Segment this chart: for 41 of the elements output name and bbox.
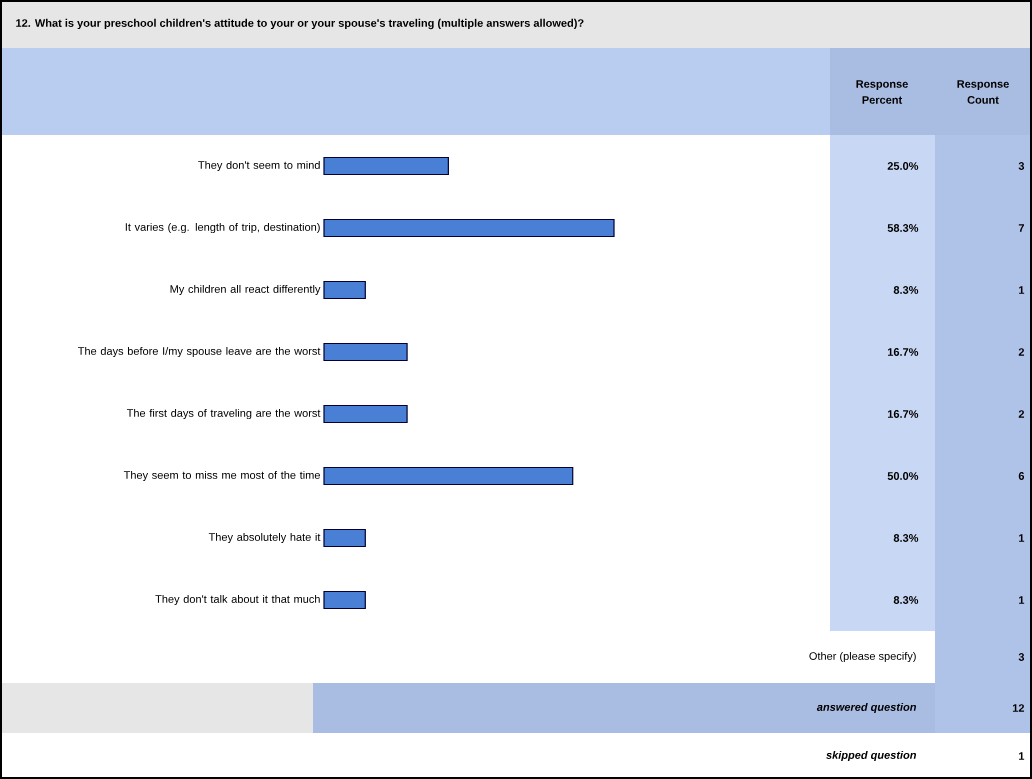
- text: 2: [1018, 348, 1025, 356]
- text: 3: [1018, 653, 1025, 661]
- data-label: 16.7%: [887, 410, 919, 418]
- text: 6: [1018, 472, 1025, 480]
- text: 3: [1018, 162, 1025, 170]
- data-label: 8.3%: [893, 286, 919, 294]
- text: 1: [1019, 596, 1025, 604]
- bar: [323, 404, 408, 424]
- data-label: 16.7%: [887, 348, 919, 356]
- bar: [323, 218, 615, 238]
- data-label: 50.0%: [887, 472, 919, 480]
- bar: [323, 156, 449, 176]
- text: Response Percent: [856, 80, 908, 104]
- y-tick-label: They don't seem to mind: [198, 160, 320, 172]
- text: 2: [1018, 410, 1025, 418]
- bar: [323, 466, 574, 486]
- data-label: 8.3%: [893, 596, 919, 604]
- text: Other (please specify): [809, 651, 916, 663]
- y-tick-label: They absolutely hate it: [208, 532, 321, 544]
- y-tick-label: It varies (e.g. length of trip, destination): [125, 222, 320, 234]
- y-tick-label: My children all react differently: [170, 284, 321, 296]
- text: 7: [1018, 224, 1024, 232]
- bar: [323, 528, 366, 548]
- text: answered question: [816, 702, 917, 714]
- data-label: 8.3%: [893, 534, 919, 542]
- text: 1: [1019, 534, 1025, 542]
- text: 1: [1019, 286, 1025, 294]
- chart-title: 12. What is your preschool children's attitude to your or your spouse's traveling (multiple answers allowed)?: [16, 18, 584, 30]
- text: 12: [1012, 704, 1025, 712]
- y-tick-label: They don't talk about it that much: [155, 594, 320, 606]
- y-tick-label: The first days of traveling are the worst: [126, 408, 321, 420]
- data-label: 25.0%: [887, 162, 919, 170]
- bar: [323, 590, 366, 610]
- y-tick-label: They seem to miss me most of the time: [123, 470, 320, 482]
- text: Response Count: [957, 80, 1009, 104]
- bar: [323, 342, 408, 362]
- text: skipped question: [826, 750, 917, 762]
- bar: [323, 280, 366, 300]
- data-label: 58.3%: [887, 224, 919, 232]
- text: 1: [1019, 752, 1025, 760]
- y-tick-label: The days before I/my spouse leave are the worst: [77, 346, 321, 358]
